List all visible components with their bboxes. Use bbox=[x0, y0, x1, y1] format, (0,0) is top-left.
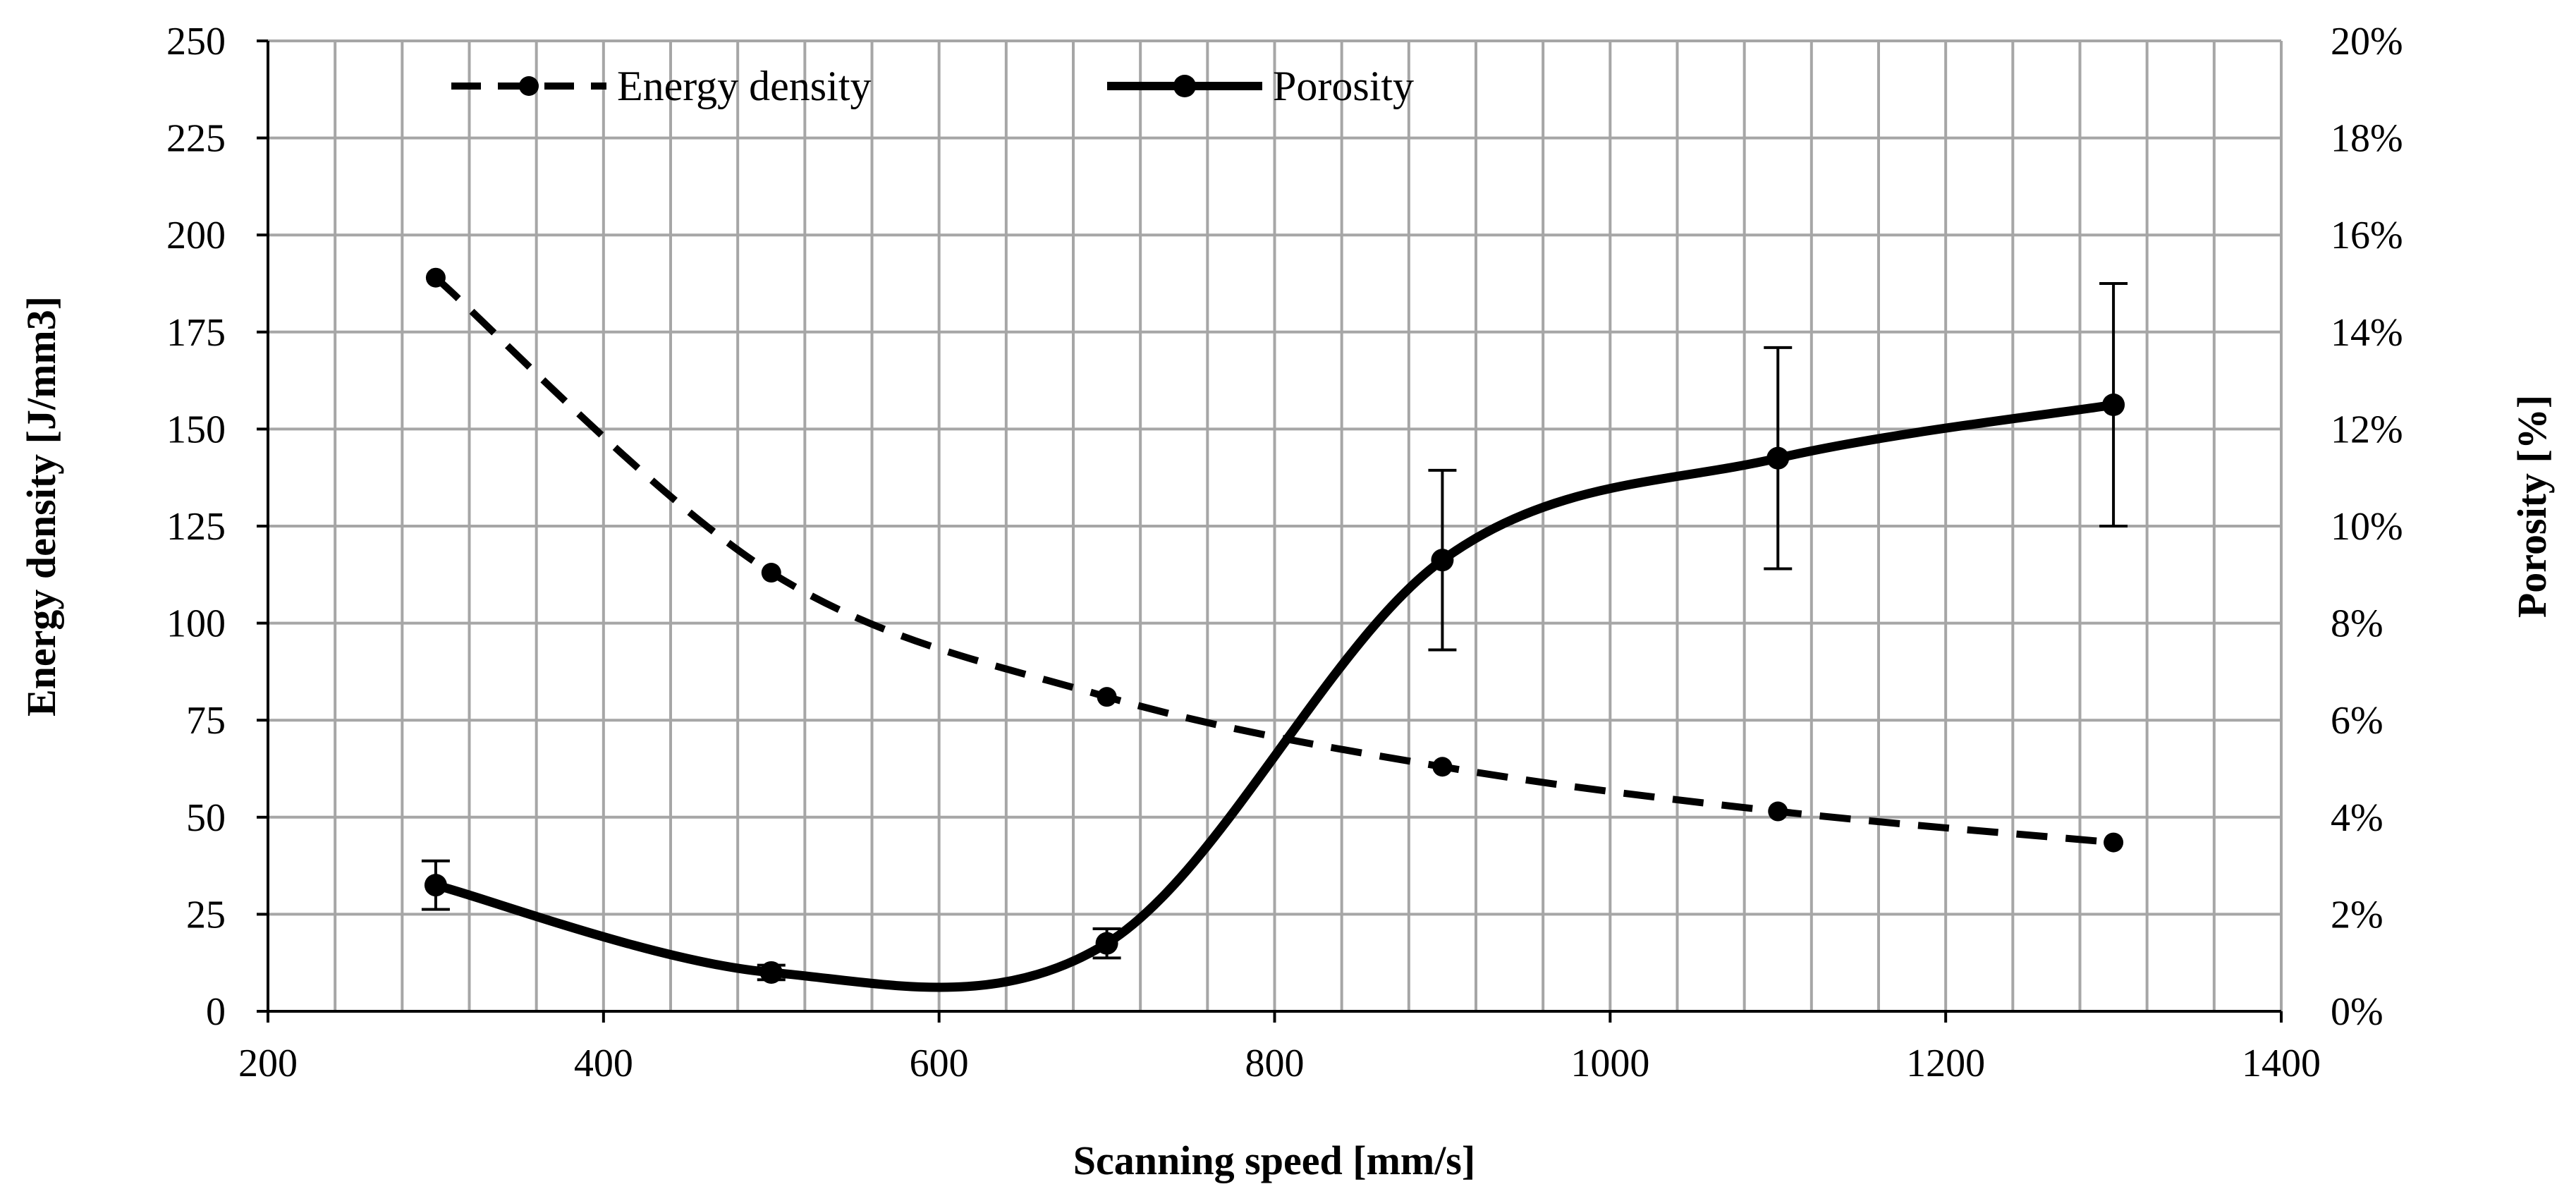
x-tick-label: 200 bbox=[238, 1042, 298, 1085]
porosity-point bbox=[1431, 549, 1454, 572]
porosity-point bbox=[759, 961, 783, 984]
legend-porosity-marker bbox=[1173, 75, 1196, 97]
y-left-tick-label: 250 bbox=[166, 20, 226, 63]
y-right-tick-label: 0% bbox=[2331, 990, 2383, 1034]
energy-density-point bbox=[761, 563, 781, 583]
y-left-tick-label: 25 bbox=[186, 893, 226, 937]
x-tick-label: 1000 bbox=[1570, 1042, 1649, 1085]
x-tick-label: 600 bbox=[910, 1042, 969, 1085]
y-left-tick-label: 200 bbox=[166, 214, 226, 257]
legend-energy-density-marker bbox=[519, 76, 539, 96]
energy-density-point bbox=[1097, 687, 1117, 707]
y-axis-right-title: Porosity [%] bbox=[2509, 395, 2555, 618]
legend: Energy density Porosity bbox=[451, 63, 1414, 109]
y-left-tick-label: 125 bbox=[166, 505, 226, 549]
porosity-series-line bbox=[434, 400, 2115, 992]
legend-energy-density-label: Energy density bbox=[617, 63, 872, 109]
series-lines bbox=[433, 274, 2115, 992]
y-right-tick-label: 12% bbox=[2331, 408, 2403, 451]
grid-lines bbox=[268, 39, 2283, 1011]
energy-density-point bbox=[1768, 801, 1788, 822]
x-tick-label: 1200 bbox=[1906, 1042, 1985, 1085]
x-tick-label: 400 bbox=[574, 1042, 633, 1085]
tick-labels: 0 25 50 75 100 125 150 175 200 225 250 0% 2% 4% 6% 8% 10… bbox=[166, 20, 2403, 1085]
axes bbox=[257, 39, 2283, 1023]
x-tick-label: 1400 bbox=[2242, 1042, 2321, 1085]
porosity-point bbox=[1095, 932, 1118, 955]
y-right-tick-label: 18% bbox=[2331, 117, 2403, 161]
energy-density-point bbox=[425, 267, 446, 288]
y-left-tick-label: 150 bbox=[166, 408, 226, 451]
y-right-tick-label: 6% bbox=[2331, 699, 2383, 743]
y-left-tick-label: 225 bbox=[166, 117, 226, 161]
y-left-tick-label: 50 bbox=[186, 796, 226, 840]
y-right-tick-label: 8% bbox=[2331, 602, 2383, 646]
y-right-tick-label: 14% bbox=[2331, 311, 2403, 355]
y-left-tick-label: 175 bbox=[166, 311, 226, 355]
legend-porosity-label: Porosity bbox=[1273, 63, 1414, 109]
y-right-tick-label: 20% bbox=[2331, 20, 2403, 63]
y-left-tick-label: 100 bbox=[166, 602, 226, 646]
energy-density-point bbox=[2104, 832, 2124, 853]
x-axis-title: Scanning speed [mm/s] bbox=[1073, 1138, 1475, 1183]
y-right-tick-label: 10% bbox=[2331, 505, 2403, 549]
porosity-point bbox=[424, 874, 447, 897]
y-right-tick-label: 4% bbox=[2331, 796, 2383, 840]
energy-density-series-line bbox=[433, 274, 2114, 846]
y-left-tick-label: 0 bbox=[206, 990, 226, 1034]
data-markers bbox=[421, 267, 2128, 984]
y-right-tick-label: 16% bbox=[2331, 214, 2403, 257]
porosity-point bbox=[2102, 394, 2125, 416]
energy-density-point bbox=[1432, 757, 1453, 777]
x-tick-label: 800 bbox=[1245, 1042, 1305, 1085]
y-left-tick-label: 75 bbox=[186, 699, 226, 743]
y-axis-left-title: Energy density [J/mm3] bbox=[18, 296, 64, 717]
y-right-tick-label: 2% bbox=[2331, 893, 2383, 937]
porosity-point bbox=[1766, 446, 1790, 470]
